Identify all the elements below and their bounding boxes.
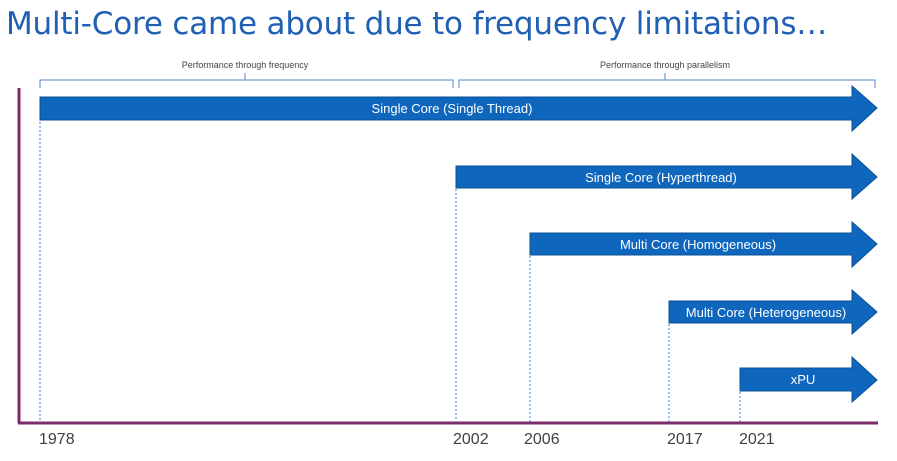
bracket-frequency-label: Performance through frequency <box>182 60 309 70</box>
slide-title: Multi-Core came about due to frequency l… <box>6 6 828 42</box>
arrow-homogeneous: Multi Core (Homogeneous) <box>529 220 878 269</box>
arrow-homogeneous-label: Multi Core (Homogeneous) <box>620 237 776 252</box>
arrow-single-thread-label: Single Core (Single Thread) <box>372 101 533 116</box>
arrow-heterogeneous-label: Multi Core (Heterogeneous) <box>686 305 846 320</box>
arrow-single-thread: Single Core (Single Thread) <box>39 84 878 133</box>
arrow-xpu-label: xPU <box>791 372 816 387</box>
arrow-heterogeneous: Multi Core (Heterogeneous) <box>668 288 878 336</box>
year-label-1978: 1978 <box>39 431 75 448</box>
arrow-xpu: xPU <box>739 355 878 404</box>
arrow-hyperthread-label: Single Core (Hyperthread) <box>585 170 737 185</box>
year-label-2021: 2021 <box>739 431 775 448</box>
bracket-parallelism-label: Performance through parallelism <box>600 60 730 70</box>
arrow-hyperthread: Single Core (Hyperthread) <box>455 152 878 201</box>
year-label-2017: 2017 <box>667 431 703 448</box>
bracket-parallelism: Performance through parallelism <box>458 60 876 88</box>
year-guides <box>39 122 741 423</box>
bracket-frequency: Performance through frequency <box>39 60 454 88</box>
year-label-2006: 2006 <box>524 431 560 448</box>
year-label-2002: 2002 <box>453 431 489 448</box>
